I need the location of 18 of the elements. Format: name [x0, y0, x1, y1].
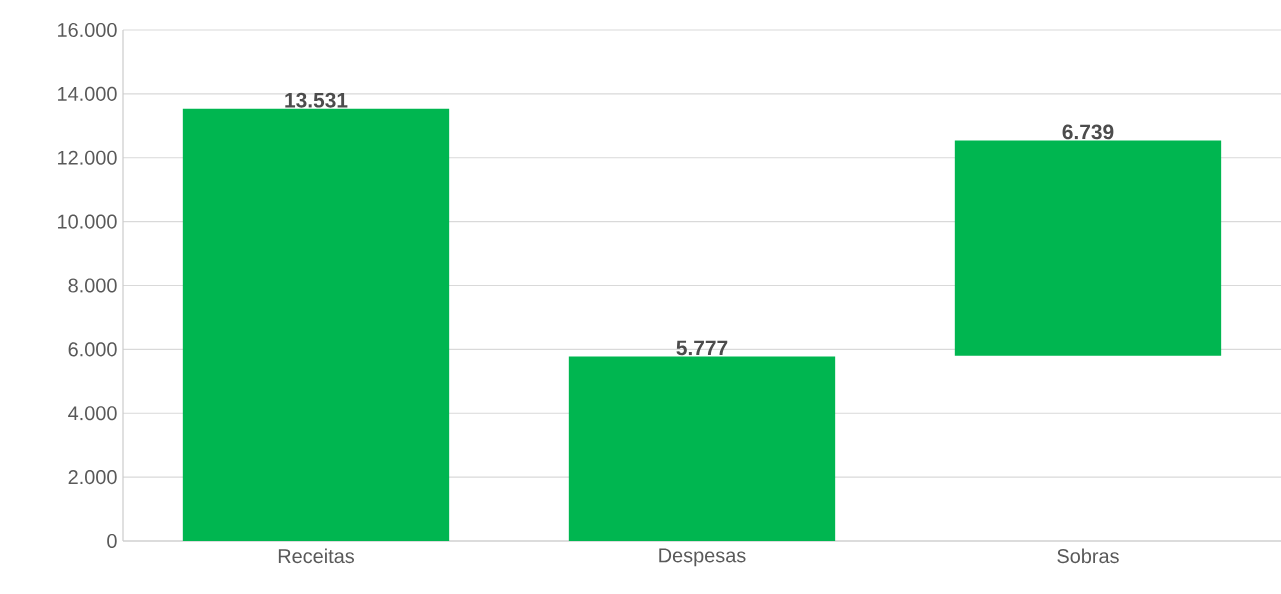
y-tick-label: 16.000	[58, 22, 117, 38]
x-tick-label: Sobras	[1057, 548, 1119, 564]
x-tick-label: Receitas	[278, 548, 355, 564]
data-label: 13.531	[285, 92, 348, 108]
bar	[568, 356, 836, 541]
bar	[182, 108, 450, 541]
y-tick-label: 14.000	[58, 86, 117, 101]
y-tick-label: 10.000	[58, 214, 117, 229]
x-tick-label: Despesas	[659, 548, 746, 567]
data-label: 6.739	[1062, 124, 1114, 140]
y-tick-label: 12.000	[58, 150, 117, 165]
y-tick-label: 6.000	[68, 342, 117, 357]
y-tick-label: 0	[107, 533, 117, 549]
y-tick-label: 2.000	[68, 470, 117, 485]
data-label: 5.777	[676, 340, 728, 356]
y-tick-label: 8.000	[68, 278, 117, 293]
y-tick-label: 4.000	[68, 406, 117, 421]
bar	[954, 140, 1222, 356]
